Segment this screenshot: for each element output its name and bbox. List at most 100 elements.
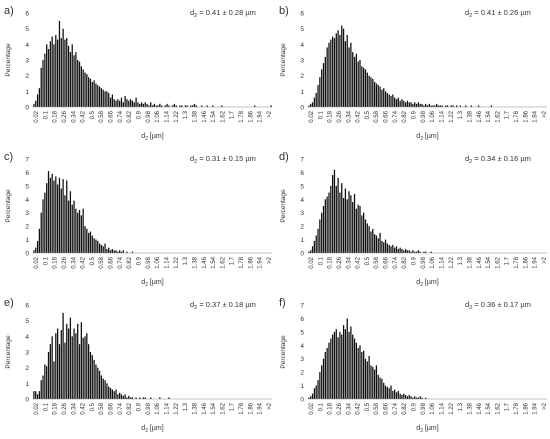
histogram-bar <box>53 44 55 107</box>
histogram-bar <box>315 235 317 253</box>
mean-diameter-annotation: d2 = 0.36 ± 0.17 µm <box>465 300 531 311</box>
histogram-bar <box>144 102 146 107</box>
histogram-bar <box>425 103 427 107</box>
x-tick-label: 1.54 <box>486 402 492 414</box>
x-tick-label: 0.1 <box>318 110 324 119</box>
histogram-bar <box>353 56 356 107</box>
x-tick-label: 1.3 <box>183 110 189 119</box>
histogram-bar <box>186 105 188 107</box>
histogram-bar <box>119 250 121 253</box>
x-tick-label: >2 <box>267 256 273 264</box>
x-tick-label: 0.26 <box>62 402 68 414</box>
histogram-bar <box>430 251 432 253</box>
y-tick-label: 6 <box>300 11 304 18</box>
histogram-bar <box>377 238 379 253</box>
histogram-bar <box>64 39 66 107</box>
histogram-bar <box>129 99 132 107</box>
histogram-bar <box>375 365 378 399</box>
histogram-bar <box>426 105 429 107</box>
histogram-bar <box>346 199 348 253</box>
histogram-bar <box>341 25 343 108</box>
histogram-bar <box>119 392 121 399</box>
histogram-bar <box>399 100 401 107</box>
x-tick-label: 1.22 <box>174 402 180 414</box>
histogram-bar <box>419 251 421 253</box>
x-tick-label: 0.66 <box>384 256 390 268</box>
histogram-bar <box>350 326 352 399</box>
histogram-bar <box>86 74 88 107</box>
x-tick-label: 0.1 <box>318 256 324 265</box>
x-tick-label: 0.74 <box>118 402 124 414</box>
histogram-bar <box>106 248 108 253</box>
histogram-bar <box>417 250 420 253</box>
histogram-bar <box>317 85 319 107</box>
x-tick-label: 1.46 <box>477 110 483 122</box>
x-tick-label: 1.78 <box>514 256 520 268</box>
histogram-bar <box>321 212 323 253</box>
x-tick-label: 0.42 <box>81 402 87 414</box>
y-axis-label: Percentage <box>280 335 287 369</box>
histogram-bar <box>159 103 161 107</box>
histogram-bar <box>38 88 41 107</box>
histogram-bar <box>164 105 166 107</box>
x-tick-label: 1.86 <box>523 110 529 122</box>
histogram-bar <box>128 395 130 399</box>
x-tick-label: 0.66 <box>109 256 115 268</box>
histogram-bar <box>36 394 39 399</box>
histogram-bar <box>414 396 416 399</box>
histogram-bar <box>184 105 186 107</box>
y-tick-label: 5 <box>300 183 304 190</box>
histogram-bar <box>51 36 53 107</box>
histogram-bar <box>410 396 412 399</box>
histogram-bar <box>361 352 363 399</box>
histogram-bar <box>355 342 357 399</box>
histogram-bar <box>401 248 403 253</box>
histogram-bar <box>357 204 359 253</box>
histogram-bar <box>370 365 372 399</box>
histogram-bar <box>335 329 337 399</box>
histogram-bar <box>308 397 310 399</box>
histogram-bar <box>414 251 416 253</box>
histogram-bar <box>381 240 383 253</box>
x-axis-label: d2 [µm] <box>416 279 438 288</box>
y-tick-label: 4 <box>25 42 29 49</box>
histogram-bar <box>445 105 447 107</box>
histogram-bar <box>40 67 42 107</box>
histogram-bar <box>144 397 146 399</box>
histogram-bar <box>339 331 341 399</box>
histogram-bar <box>435 103 438 107</box>
histogram-bar <box>109 388 112 399</box>
y-tick-label: 4 <box>300 343 304 350</box>
x-tick-label: 1.54 <box>211 256 217 268</box>
x-tick-label: 1.86 <box>523 256 529 268</box>
histogram-bar <box>311 102 314 107</box>
histogram-bar <box>111 94 113 107</box>
histogram-bar <box>56 328 59 399</box>
histogram-bar <box>95 83 97 107</box>
histogram-bar <box>477 105 480 107</box>
histogram-bar <box>119 100 121 107</box>
histogram-bar <box>100 244 103 253</box>
histogram-bar <box>35 247 37 253</box>
histogram-bar <box>126 251 128 253</box>
histogram-bar <box>370 231 372 253</box>
y-tick-label: 1 <box>300 237 304 244</box>
histogram-bar <box>98 370 101 399</box>
histogram-bar <box>373 81 376 107</box>
histogram-bar <box>155 105 157 107</box>
histogram-bar <box>397 97 399 107</box>
x-tick-label: 0.82 <box>127 256 133 268</box>
x-tick-label: 0.74 <box>393 110 399 122</box>
histogram-bar <box>120 251 123 253</box>
x-tick-label: 1.3 <box>183 402 189 411</box>
x-tick-label: 1.54 <box>211 402 217 414</box>
histogram-bar <box>33 250 35 253</box>
y-tick-label: 4 <box>25 197 29 204</box>
y-tick-label: 3 <box>300 58 304 65</box>
x-tick-label: 0.1 <box>43 110 49 119</box>
histogram-bar <box>394 247 396 253</box>
histogram-bar <box>82 337 84 399</box>
histogram-bar <box>395 392 398 399</box>
histogram-bar <box>359 206 361 253</box>
histogram-bar <box>326 347 328 399</box>
